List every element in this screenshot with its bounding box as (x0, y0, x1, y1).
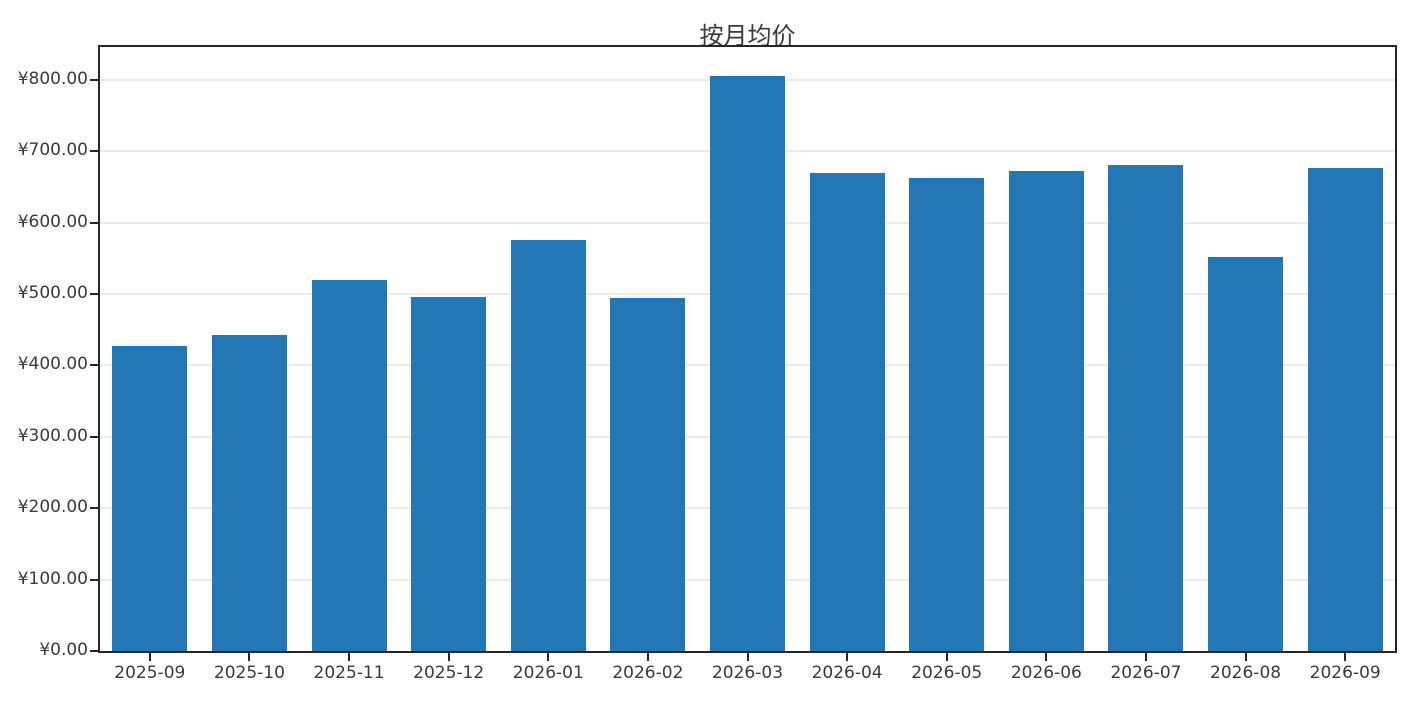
x-axis-tick (646, 651, 649, 661)
bar-2026-02 (610, 297, 686, 651)
bar-2026-03 (710, 75, 785, 651)
y-axis-tick-label: ¥100.00 (17, 568, 88, 589)
y-axis-tick-label: ¥500.00 (17, 283, 88, 304)
bar-2025-12 (411, 296, 487, 651)
bar-2026-07 (1108, 164, 1184, 651)
y-axis-tick-label: ¥200.00 (17, 497, 88, 518)
x-axis-tick (148, 651, 151, 661)
x-axis-tick (746, 651, 749, 661)
bar-2026-01 (510, 240, 586, 651)
x-axis-tick-label: 2025-11 (313, 663, 385, 683)
x-axis-tick-label: 2026-06 (1010, 663, 1082, 683)
y-axis-tick-label: ¥700.00 (17, 140, 88, 161)
y-axis-tick (90, 507, 100, 510)
y-axis-tick-label: ¥0.00 (39, 640, 88, 660)
x-axis-tick-label: 2026-09 (1309, 663, 1381, 683)
plot-area: ¥0.00 ¥100.00 ¥200.00 ¥300.00 ¥400.00 ¥500.00… (18, 45, 1397, 683)
y-axis-tick (90, 221, 100, 224)
y-axis-tick (90, 150, 100, 153)
y-axis-tick (90, 78, 100, 81)
x-axis-tick (846, 651, 849, 661)
y-axis-tick-label: ¥600.00 (17, 211, 88, 232)
x-axis-tick (547, 651, 550, 661)
x-axis-tick-label: 2026-04 (811, 663, 883, 683)
bar-2025-10 (211, 334, 287, 651)
x-axis-tick (1344, 651, 1347, 661)
bar-2026-08 (1208, 256, 1284, 651)
x-axis-tick-label: 2026-02 (612, 663, 684, 683)
x-axis-tick (348, 651, 351, 661)
y-axis-tick (90, 435, 100, 438)
x-axis-tick-label: 2026-01 (512, 663, 584, 683)
x-axis-tick-label: 2025-12 (413, 663, 485, 683)
x-axis-tick-label: 2025-10 (213, 663, 285, 683)
x-axis-tick (1045, 651, 1048, 661)
bar-2026-05 (909, 178, 985, 651)
y-axis-tick (90, 293, 100, 296)
x-axis-tick (945, 651, 948, 661)
bar-2026-09 (1307, 168, 1383, 651)
y-axis-tick (90, 578, 100, 581)
bar-2026-06 (1008, 171, 1084, 651)
x-axis-tick (447, 651, 450, 661)
y-axis-tick-label: ¥300.00 (17, 425, 88, 446)
bar-2025-11 (311, 279, 387, 651)
y-axis-tick-label: ¥800.00 (17, 68, 88, 89)
x-axis-tick-label: 2026-07 (1110, 663, 1182, 683)
y-axis-tick-label: ¥400.00 (17, 354, 88, 375)
x-axis-tick (1244, 651, 1247, 661)
x-axis-tick-label: 2026-08 (1210, 663, 1282, 683)
x-axis-tick (248, 651, 251, 661)
x-axis-tick-label: 2026-05 (911, 663, 983, 683)
x-axis-tick-label: 2026-03 (711, 663, 784, 683)
y-axis-tick (90, 650, 100, 652)
chart-title: 按月均价 (699, 22, 796, 50)
x-axis-tick (1144, 651, 1147, 661)
bar-2025-09 (112, 346, 188, 651)
x-axis-tick-label: 2025-09 (114, 663, 186, 683)
y-axis-tick (90, 364, 100, 367)
bar-2026-04 (809, 172, 885, 651)
